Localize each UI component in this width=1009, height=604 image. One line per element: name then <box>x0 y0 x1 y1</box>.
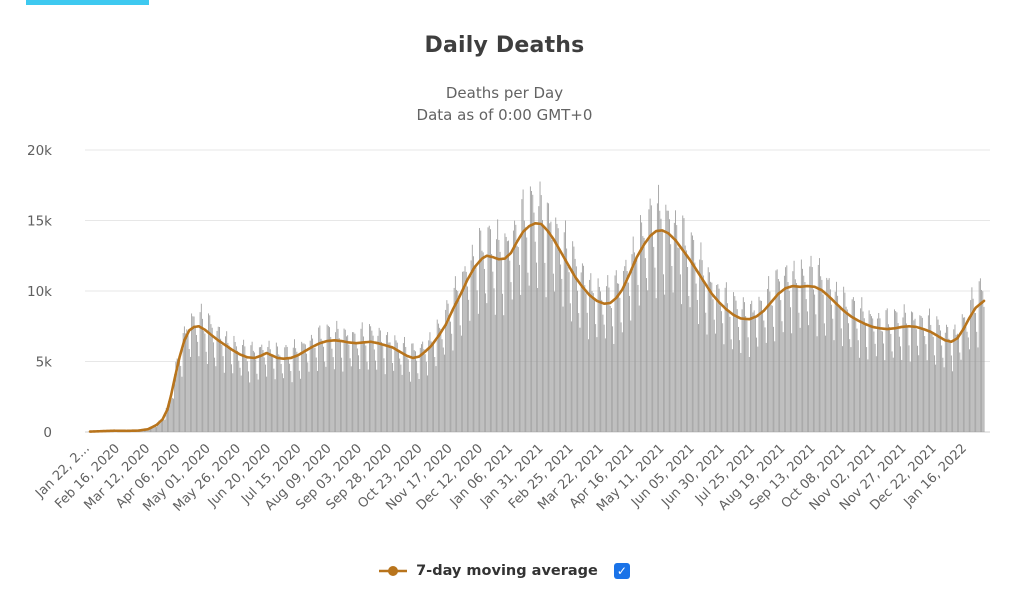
checkbox-check-icon: ✓ <box>616 564 627 578</box>
legend-checkbox[interactable]: ✓ <box>613 563 630 579</box>
chart-subtitle-line1: Deaths per Day <box>445 84 564 102</box>
chart-legend: 7-day moving average ✓ <box>0 563 1009 579</box>
moving-average-line <box>88 222 986 433</box>
svg-text:10k: 10k <box>27 284 52 300</box>
daily-bars-series <box>89 181 985 432</box>
y-axis-labels: 0 5k 10k 15k 20k <box>27 143 52 441</box>
chart-title: Daily Deaths <box>424 33 585 58</box>
svg-text:20k: 20k <box>27 143 52 159</box>
svg-text:0: 0 <box>43 425 52 441</box>
legend-label: 7-day moving average <box>416 563 598 579</box>
legend-marker-icon <box>379 566 408 576</box>
active-tab-indicator[interactable] <box>26 0 149 5</box>
legend-item-moving-average[interactable]: 7-day moving average <box>379 563 598 579</box>
svg-text:5k: 5k <box>36 355 53 371</box>
svg-text:15k: 15k <box>27 214 52 230</box>
chart-subtitle-line2: Data as of 0:00 GMT+0 <box>416 106 593 124</box>
